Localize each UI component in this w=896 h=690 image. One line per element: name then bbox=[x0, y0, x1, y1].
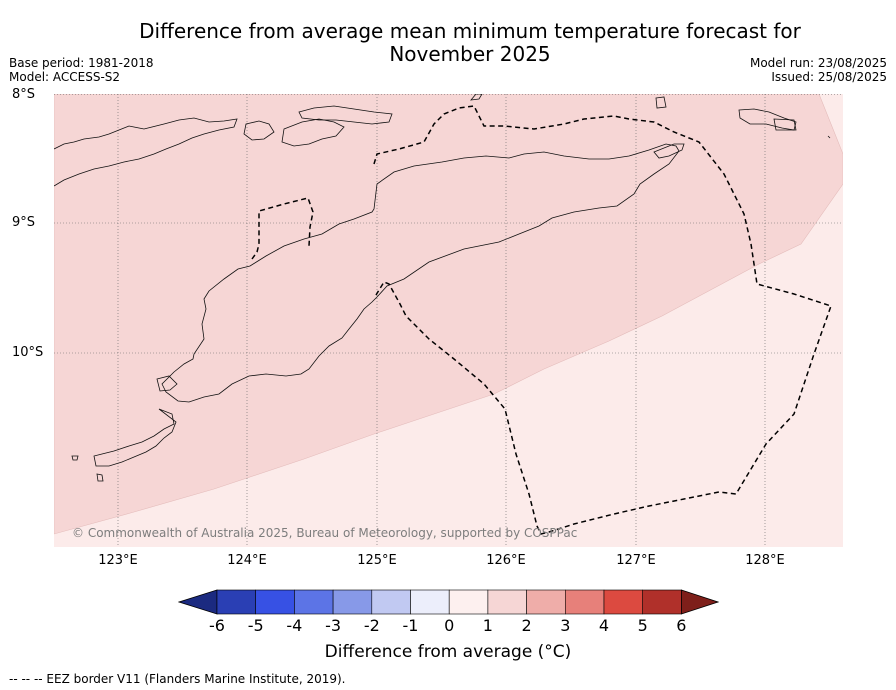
small-island-ss bbox=[96, 473, 104, 482]
eez-border-north bbox=[373, 105, 832, 535]
colorbar-tick-label: 2 bbox=[521, 616, 532, 635]
colorbar-extend-low bbox=[178, 589, 218, 615]
flores-coast bbox=[54, 117, 238, 187]
colorbar-segment bbox=[216, 589, 257, 615]
lon-label-124e: 124°E bbox=[227, 553, 267, 568]
map-panel bbox=[54, 94, 843, 547]
small-island-e bbox=[827, 135, 831, 139]
coastlines bbox=[54, 94, 831, 482]
colorbar-segment bbox=[448, 589, 489, 615]
colorbar-tick-label: -2 bbox=[363, 616, 380, 635]
pantar-island bbox=[298, 105, 393, 125]
colorbar-segment bbox=[487, 589, 527, 615]
lon-label-126e: 126°E bbox=[486, 553, 526, 568]
copyright-notice: © Commonwealth of Australia 2025, Bureau… bbox=[72, 526, 578, 540]
colorbar-segment bbox=[603, 589, 644, 615]
colorbar-tick-label: -4 bbox=[286, 616, 303, 635]
lat-label-9s: 9°S bbox=[12, 215, 36, 230]
colorbar-tick-label: -1 bbox=[402, 616, 419, 635]
colorbar-tick-label: 6 bbox=[676, 616, 687, 635]
colorbar-tick-label: -3 bbox=[325, 616, 342, 635]
colorbar-extend-high bbox=[680, 589, 719, 615]
base-period: Base period: 1981-2018 bbox=[9, 56, 154, 70]
colorbar-segment bbox=[526, 589, 566, 615]
eez-border-oecusse bbox=[251, 197, 314, 260]
lon-label-123e: 123°E bbox=[98, 553, 138, 568]
issued-date: Issued: 25/08/2025 bbox=[771, 70, 887, 84]
colorbar-segment bbox=[294, 589, 334, 615]
solor-islands bbox=[243, 120, 275, 141]
alor-island bbox=[653, 143, 685, 159]
small-island-north bbox=[470, 94, 483, 101]
colorbar-tick-label: 0 bbox=[444, 616, 455, 635]
colorbar-tick-label: 3 bbox=[560, 616, 571, 635]
colorbar-tick-label: -5 bbox=[247, 616, 264, 635]
colorbar-segment bbox=[642, 589, 682, 615]
lon-label-127e: 127°E bbox=[616, 553, 656, 568]
eez-legend-note: -- -- -- EEZ border V11 (Flanders Marine… bbox=[9, 672, 346, 686]
sawu-islands bbox=[93, 408, 177, 467]
lembata-island bbox=[281, 118, 345, 147]
colorbar-tick-label: 4 bbox=[598, 616, 610, 635]
lon-label-125e: 125°E bbox=[357, 553, 397, 568]
colorbar-segment bbox=[564, 589, 605, 615]
colorbar-segment bbox=[410, 589, 450, 615]
lat-label-10s: 10°S bbox=[12, 345, 44, 360]
small-island-ne bbox=[655, 96, 667, 109]
model-name: Model: ACCESS-S2 bbox=[9, 70, 121, 84]
map-title: Difference from average mean minimum tem… bbox=[100, 20, 840, 66]
colorbar-segment bbox=[371, 589, 411, 615]
colorbar-segment bbox=[255, 589, 295, 615]
meta-right: Model run: 23/08/2025 Issued: 25/08/2025 bbox=[750, 56, 887, 84]
rote-island bbox=[156, 375, 178, 392]
colorbar bbox=[178, 589, 719, 615]
kisar-island bbox=[773, 118, 797, 131]
title-line-2: November 2025 bbox=[389, 42, 551, 66]
meta-left: Base period: 1981-2018 Model: ACCESS-S2 bbox=[9, 56, 154, 84]
lon-label-128e: 128°E bbox=[745, 553, 785, 568]
colorbar-label: Difference from average (°C) bbox=[324, 642, 572, 662]
colorbar-tick-label: 1 bbox=[482, 616, 493, 635]
lat-label-8s: 8°S bbox=[12, 87, 36, 102]
colorbar-tick-label: 5 bbox=[637, 616, 648, 635]
graticule bbox=[54, 94, 843, 547]
colorbar-segment bbox=[332, 589, 373, 615]
eez-border bbox=[251, 105, 832, 535]
colorbar-tick-label: -6 bbox=[209, 616, 225, 635]
timor-island bbox=[161, 143, 680, 403]
small-island-sw bbox=[71, 455, 79, 461]
band-1-to-2-area bbox=[54, 94, 843, 535]
model-run: Model run: 23/08/2025 bbox=[749, 56, 887, 70]
title-line-1: Difference from average mean minimum tem… bbox=[139, 19, 801, 43]
